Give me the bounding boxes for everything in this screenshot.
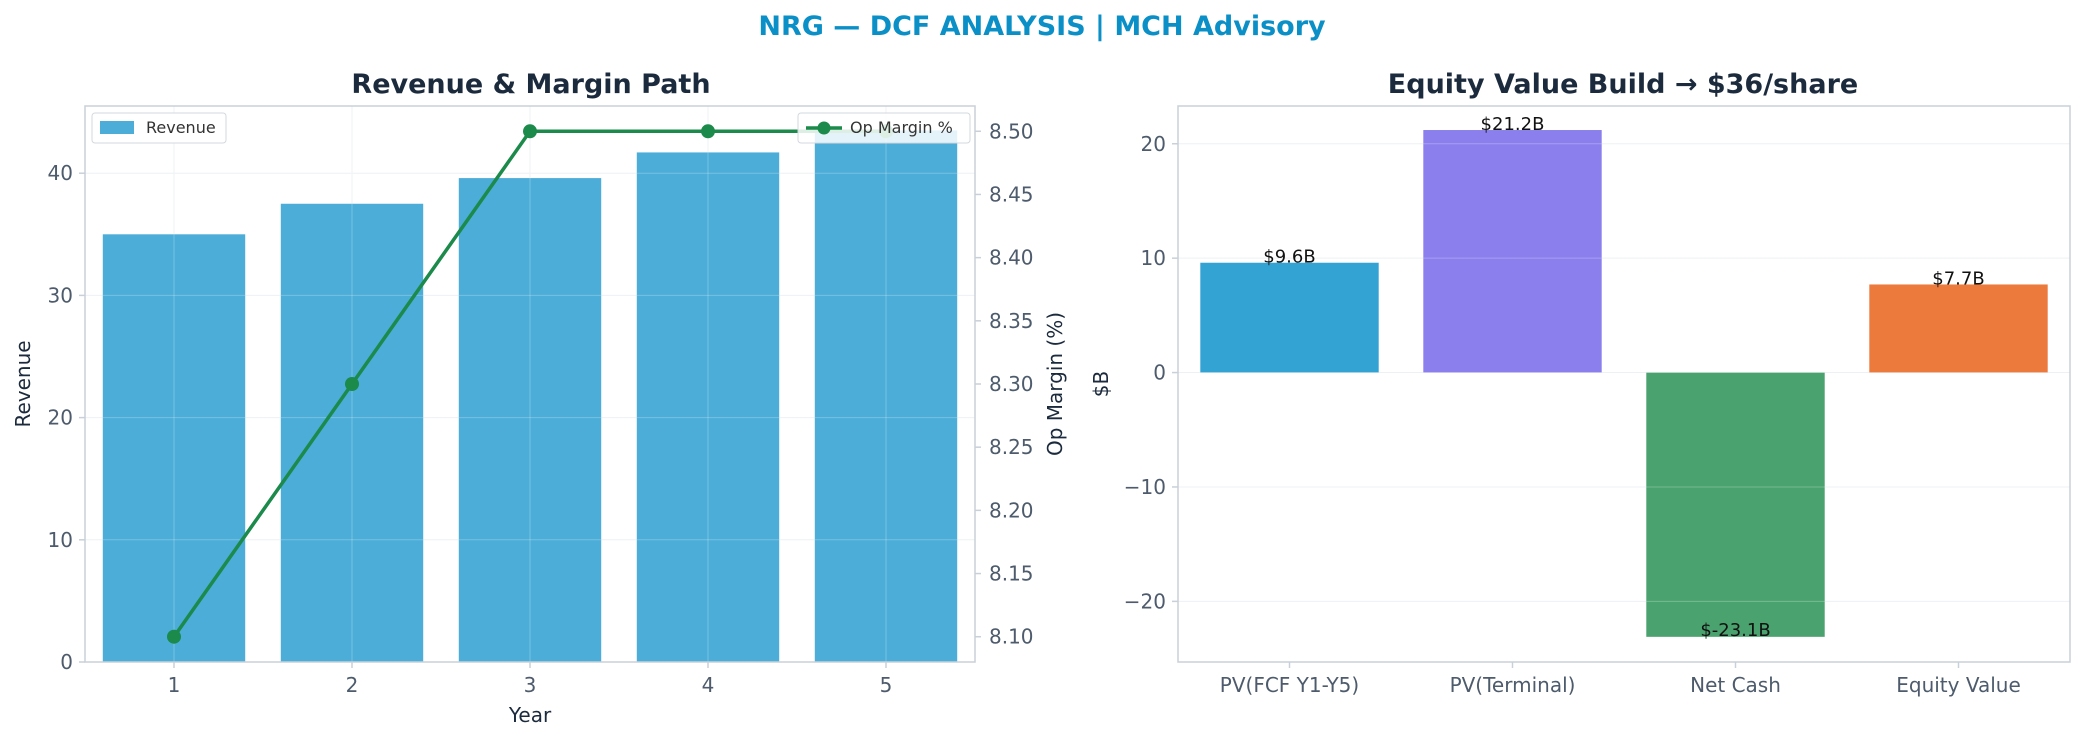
y2tick-label: 8.30 bbox=[989, 372, 1034, 396]
revenue-bar bbox=[458, 178, 602, 662]
y2tick-label: 8.15 bbox=[989, 562, 1034, 586]
chart-title-revenue: Revenue & Margin Path bbox=[351, 69, 710, 100]
chart-title-equity: Equity Value Build → $36/share bbox=[1388, 69, 1858, 100]
bar-value-label: $9.6B bbox=[1263, 247, 1315, 268]
y-axis-label-revenue: Revenue bbox=[11, 340, 35, 427]
y2tick-label: 8.50 bbox=[989, 119, 1034, 143]
revenue-margin-panel: Revenue & Margin Path 0 10 20 30 40 8.10 8.15… bbox=[11, 69, 1067, 727]
y-axis-label-dollars: $B bbox=[1089, 371, 1113, 397]
op-margin-point bbox=[523, 124, 537, 139]
plot-frame-right bbox=[1177, 105, 2071, 663]
xtick-label: 5 bbox=[880, 673, 893, 697]
ytick-label: 30 bbox=[48, 283, 73, 307]
xtick-label: PV(Terminal) bbox=[1450, 673, 1576, 697]
bar-value-label: $7.7B bbox=[1932, 268, 1984, 289]
y2tick-label: 8.45 bbox=[989, 182, 1034, 206]
ytick-label: 0 bbox=[60, 650, 73, 674]
equity-bar bbox=[1200, 262, 1379, 373]
equity-bar bbox=[1869, 284, 2048, 373]
legend-marker-op-margin bbox=[817, 121, 831, 135]
ytick-label: 10 bbox=[1141, 246, 1166, 270]
xtick-label: 1 bbox=[168, 673, 181, 697]
op-margin-point bbox=[167, 629, 181, 644]
y2tick-label: 8.20 bbox=[989, 498, 1034, 522]
ytick-label: 10 bbox=[48, 528, 73, 552]
figure-title: NRG — DCF ANALYSIS | MCH Advisory bbox=[758, 11, 1326, 42]
ytick-label: 40 bbox=[48, 161, 73, 185]
ytick-label: 0 bbox=[1153, 361, 1166, 385]
x-axis-label-year: Year bbox=[508, 703, 552, 727]
ytick-label: 20 bbox=[1141, 132, 1166, 156]
op-margin-point bbox=[701, 124, 715, 139]
xtick-label: 2 bbox=[346, 673, 359, 697]
revenue-bar bbox=[636, 152, 780, 662]
legend-swatch-revenue bbox=[100, 121, 134, 134]
ytick-label: −20 bbox=[1124, 589, 1166, 613]
y2tick-label: 8.35 bbox=[989, 309, 1034, 333]
xtick-label: 3 bbox=[524, 673, 537, 697]
legend-label-op-margin: Op Margin % bbox=[850, 118, 953, 137]
revenue-bar bbox=[102, 234, 246, 663]
y2tick-label: 8.40 bbox=[989, 246, 1034, 270]
equity-bar bbox=[1646, 372, 1825, 637]
y2tick-label: 8.25 bbox=[989, 435, 1034, 459]
bar-value-label: $-23.1B bbox=[1700, 620, 1770, 641]
xtick-label: Equity Value bbox=[1896, 673, 2021, 697]
xtick-label: 4 bbox=[702, 673, 715, 697]
revenue-bar bbox=[814, 130, 958, 662]
xtick-label: Net Cash bbox=[1690, 673, 1781, 697]
op-margin-point bbox=[345, 377, 359, 391]
ytick-label: −10 bbox=[1124, 475, 1166, 499]
y2-axis-label-op-margin: Op Margin (%) bbox=[1043, 312, 1067, 456]
legend-revenue: Revenue bbox=[91, 112, 227, 144]
equity-bar bbox=[1423, 130, 1602, 373]
bar-value-label: $21.2B bbox=[1481, 114, 1545, 135]
legend-label-revenue: Revenue bbox=[146, 118, 216, 137]
legend-op-margin: Op Margin % bbox=[797, 112, 971, 144]
revenue-bar bbox=[280, 203, 424, 662]
equity-value-panel: Equity Value Build → $36/share 20 10 0 −10 −… bbox=[1089, 69, 2071, 697]
ytick-label: 20 bbox=[48, 406, 73, 430]
y2tick-label: 8.10 bbox=[989, 625, 1034, 649]
xtick-label: PV(FCF Y1-Y5) bbox=[1220, 673, 1359, 697]
